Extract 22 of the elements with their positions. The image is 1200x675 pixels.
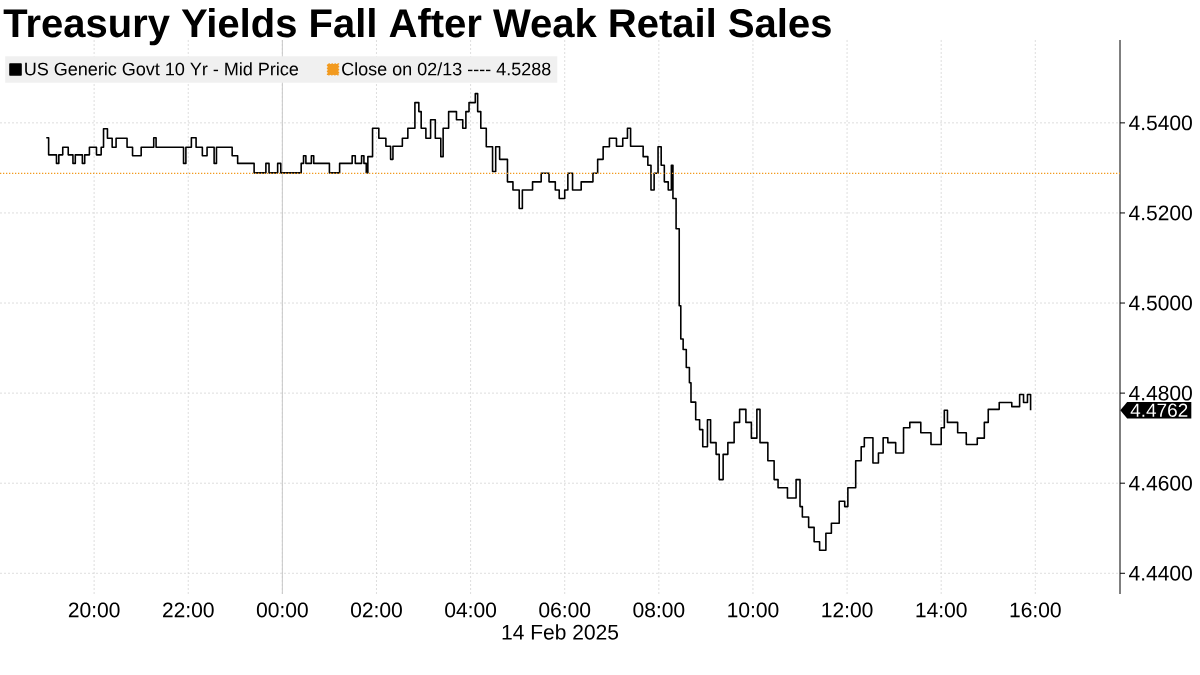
x-tick-label: 12:00 xyxy=(822,602,873,618)
y-tick-label: 4.5200 xyxy=(1129,205,1192,221)
text: 4.4762 xyxy=(1130,403,1188,417)
legend-label: US Generic Govt 10 Yr - Mid Price xyxy=(25,62,299,76)
x-tick-label: 22:00 xyxy=(163,602,214,618)
legend-label: Close on 02/13 ---- 4.5288 xyxy=(342,62,551,76)
y-tick-label: 4.4400 xyxy=(1129,565,1192,581)
y-tick-label: 4.5000 xyxy=(1129,295,1192,311)
x-tick-label: 06:00 xyxy=(539,602,591,618)
y-tick-label: 4.4800 xyxy=(1129,385,1192,401)
y-tick-label: 4.5400 xyxy=(1129,115,1192,131)
x-tick-label: 16:00 xyxy=(1010,602,1061,618)
x-tick-label: 04:00 xyxy=(445,602,497,618)
chart-title: Treasury Yields Fall After Weak Retail Sales xyxy=(3,8,831,46)
x-tick-label: 00:00 xyxy=(256,602,308,618)
x-tick-label: 20:00 xyxy=(68,602,120,618)
x-tick-label: 02:00 xyxy=(351,602,402,618)
x-tick-label: 14:00 xyxy=(916,602,967,618)
x-tick-label: 08:00 xyxy=(633,602,685,618)
x-axis-title: 14 Feb 2025 xyxy=(502,624,619,640)
x-tick-label: 10:00 xyxy=(728,602,779,618)
y-tick-label: 4.4600 xyxy=(1129,475,1192,491)
